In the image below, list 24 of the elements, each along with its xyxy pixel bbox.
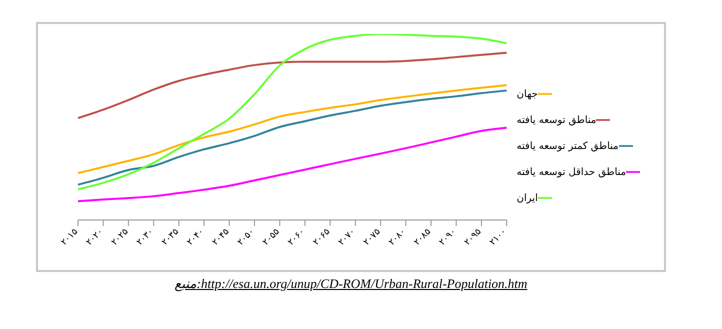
x-tick-label: ۲۰۲۰ bbox=[84, 227, 106, 248]
x-tick-label: ۲۰۷۵ bbox=[362, 226, 383, 248]
legend-label: مناطق کمتر توسعه یافته bbox=[516, 141, 619, 152]
x-tick-label: ۲۰۴۵ bbox=[210, 226, 232, 248]
legend-label: مناطق توسعه یافته bbox=[516, 115, 596, 126]
x-tick-label: ۲۰۶۵ bbox=[312, 226, 332, 248]
legend-label: جهان bbox=[516, 89, 538, 100]
x-tick-label: ۲۰۳۵ bbox=[160, 226, 182, 248]
x-tick-label: ۲۰۸۵ bbox=[412, 226, 434, 248]
x-tick-label: ۲۱۰۰ bbox=[488, 227, 509, 248]
x-tick-label: ۲۰۸۰ bbox=[387, 227, 408, 248]
x-tick-label: ۲۰۱۵ bbox=[59, 226, 80, 248]
x-tick-label: ۲۰۳۰ bbox=[135, 227, 156, 248]
text: منبع:http://esa.un.org/unup/CD-ROM/Urban-Rural-Population.htm bbox=[174, 276, 528, 292]
x-tick-label: ۲۰۲۵ bbox=[110, 226, 131, 248]
x-tick-label: ۲۰۷۰ bbox=[336, 227, 358, 248]
legend-label: ایران bbox=[516, 193, 538, 204]
x-tick-label: ۲۰۶۰ bbox=[286, 227, 308, 248]
x-tick-label: ۲۰۵۵ bbox=[261, 226, 282, 248]
x-tick-label: ۲۰۹۵ bbox=[462, 226, 484, 248]
legend-label: مناطق حداقل توسعه یافته bbox=[516, 167, 626, 178]
x-tick-label: ۲۰۹۰ bbox=[438, 227, 458, 248]
x-tick-label: ۲۰۴۰ bbox=[185, 227, 206, 248]
x-tick-label: ۲۰۵۰ bbox=[236, 227, 257, 248]
